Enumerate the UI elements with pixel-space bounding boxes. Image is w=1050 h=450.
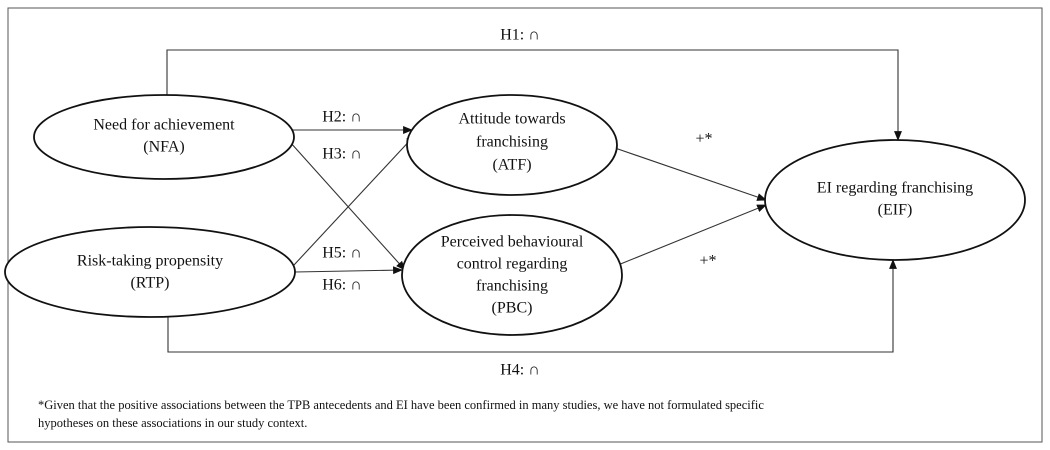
node-label: franchising xyxy=(476,134,548,151)
node-rtp xyxy=(4,226,296,318)
edge-h5 xyxy=(293,134,416,266)
node-pbc xyxy=(401,214,623,336)
edge-label: H6: ∩ xyxy=(322,277,362,294)
edge-h6 xyxy=(294,266,403,275)
edge-label: +* xyxy=(699,253,716,270)
node-nfa xyxy=(33,94,295,180)
node-atf xyxy=(406,94,618,196)
node-label: (RTP) xyxy=(130,275,169,292)
edge-h3 xyxy=(289,141,406,271)
node-label: control regarding xyxy=(457,256,568,273)
footnote: *Given that the positive associations be… xyxy=(38,398,764,412)
node-label: (ATF) xyxy=(492,157,531,174)
node-label: (EIF) xyxy=(878,202,913,219)
edge-label: +* xyxy=(695,131,712,148)
node-label: Attitude towards xyxy=(458,111,565,128)
edge-label: H3: ∩ xyxy=(322,146,362,163)
node-label: Risk-taking propensity xyxy=(77,253,223,270)
footnote: hypotheses on these associations in our … xyxy=(38,416,307,430)
node-label: EI regarding franchising xyxy=(817,180,973,197)
node-eif xyxy=(764,139,1026,261)
edge-label: H1: ∩ xyxy=(500,27,540,44)
edge-atf-eif xyxy=(614,147,767,201)
node-label: franchising xyxy=(476,278,548,295)
edge-label: H4: ∩ xyxy=(500,362,540,379)
edge-pbc-eif xyxy=(617,204,767,266)
node-label: Perceived behavioural xyxy=(441,234,584,251)
edge-label: H2: ∩ xyxy=(322,109,362,126)
frame xyxy=(7,7,1043,443)
node-label: Need for achievement xyxy=(93,117,235,134)
edge-label: H5: ∩ xyxy=(322,245,362,262)
node-label: (NFA) xyxy=(143,139,184,156)
edge-h4 xyxy=(167,259,897,353)
edge-h1 xyxy=(166,49,902,141)
node-label: (PBC) xyxy=(492,300,533,317)
